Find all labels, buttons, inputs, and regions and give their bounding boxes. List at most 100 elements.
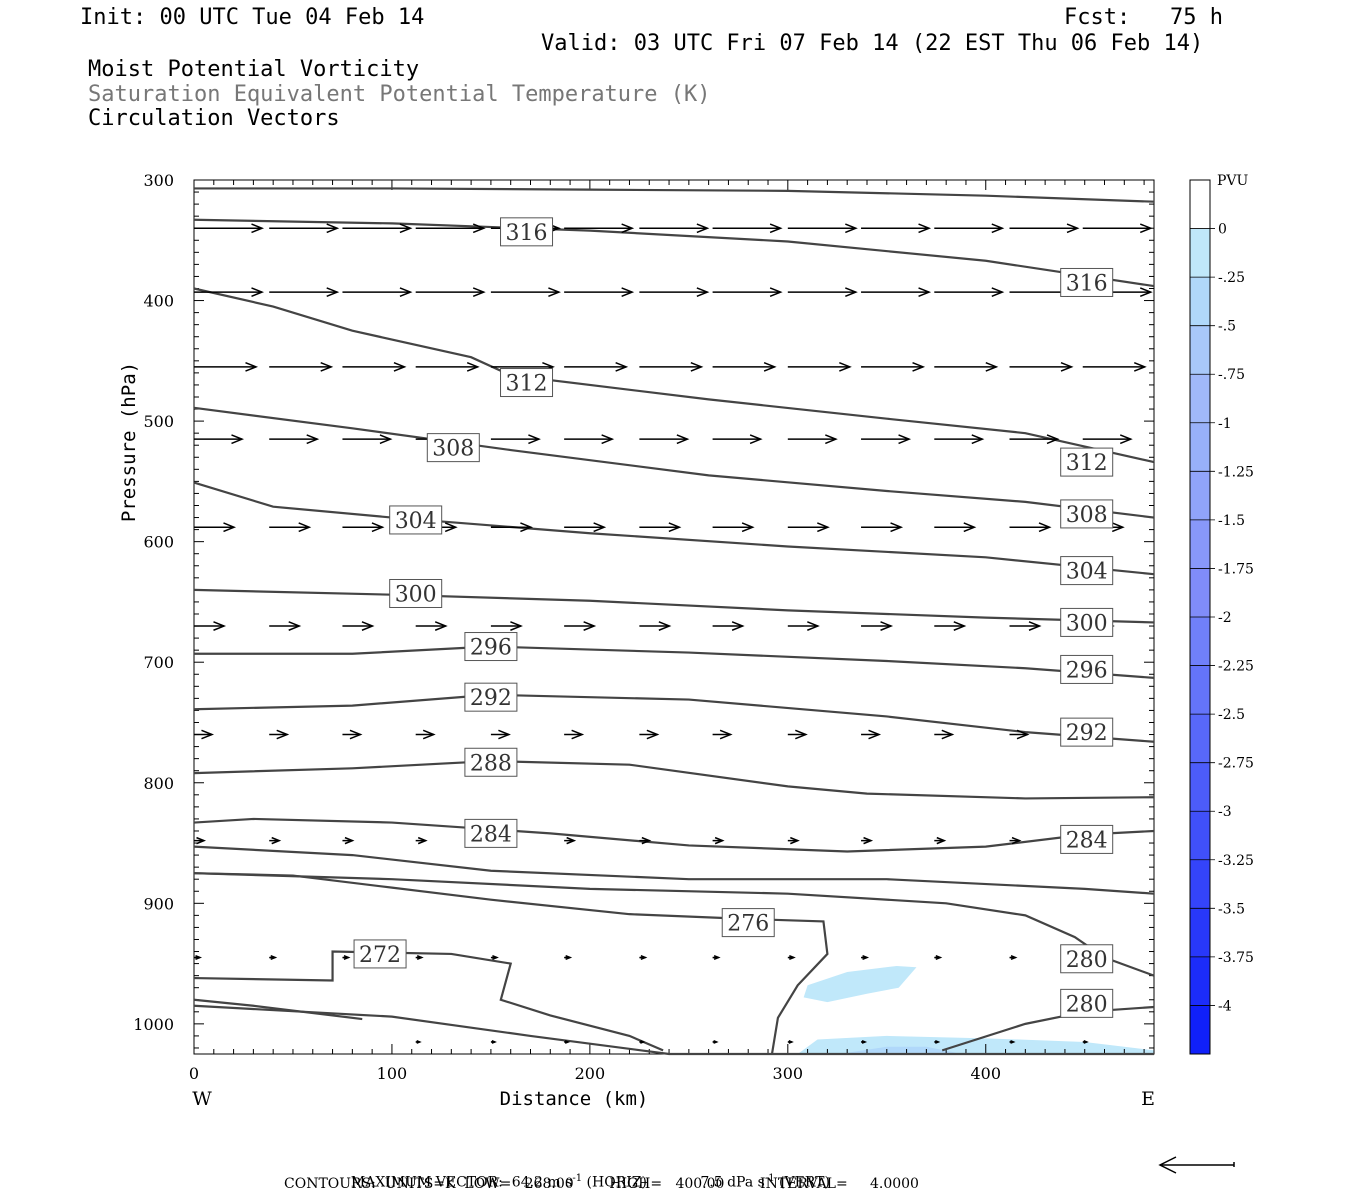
contour-label-box (1060, 988, 1114, 1018)
vector-arrowhead (326, 223, 340, 234)
vector-arrowhead (763, 361, 777, 372)
theta-contour (193, 406, 1155, 519)
vector-arrowhead (434, 621, 448, 631)
vector-arrowhead (371, 522, 385, 533)
theta-contour (193, 817, 1155, 853)
theta-contour (193, 693, 1155, 743)
vector-arrowhead (270, 955, 278, 961)
vector-arrowhead (472, 287, 486, 298)
vector-arrowhead (621, 287, 635, 298)
x-right-label: E (1141, 1088, 1155, 1110)
vector-arrowhead (593, 522, 607, 533)
vector-arrowhead (898, 434, 912, 445)
vector-arrowhead (769, 223, 783, 234)
vector-arrowhead (845, 223, 858, 234)
colorbar-label: -2.25 (1218, 659, 1254, 675)
vector-arrowhead (719, 729, 733, 740)
vector-arrowhead (1060, 361, 1074, 372)
reference-vector-icon (1158, 1156, 1235, 1174)
vector-arrowhead (839, 361, 852, 372)
vector-arrowhead (912, 361, 926, 372)
contour-label-box (464, 682, 518, 712)
y-tick-label: 300 (143, 171, 174, 190)
vector-arrowhead (466, 361, 480, 372)
vector-arrowhead (251, 223, 265, 234)
vector-arrowhead (676, 434, 690, 445)
contour-label: 300 (395, 582, 437, 607)
vector-arrowhead (349, 729, 363, 740)
colorbar-label: -3.25 (1218, 853, 1254, 869)
y-tick-label: 1000 (133, 1015, 174, 1034)
vector-arrowhead (714, 836, 725, 845)
colorbar-label: -4 (1218, 998, 1232, 1014)
colorbar-swatch (1190, 811, 1210, 860)
colorbar-swatch (1190, 228, 1210, 278)
contour-label-box (1060, 447, 1114, 477)
theta-contour (193, 998, 363, 1021)
colorbar-label: -1.5 (1218, 513, 1245, 529)
vector-arrowhead (807, 621, 820, 631)
colorbar-swatch (1190, 665, 1210, 715)
vector-arrowhead (343, 955, 351, 961)
vector-arrowhead (565, 955, 573, 961)
vector-arrowhead (276, 729, 290, 740)
contour-label-box (1060, 717, 1114, 747)
y-tick-label: 500 (143, 412, 174, 431)
vector-arrowhead (825, 434, 838, 445)
contour-label: 276 (727, 912, 769, 937)
pv-shaded-region (847, 1046, 957, 1053)
vector-arrowhead (379, 434, 393, 445)
colorbar-swatch (1190, 714, 1210, 763)
colorbar-label: -1.75 (1218, 561, 1254, 577)
colorbar-swatch (1190, 471, 1210, 520)
vector-arrowhead (320, 361, 334, 372)
contour-label-box (1060, 499, 1114, 529)
vector-arrowhead (1066, 223, 1080, 234)
vector-arrowhead (646, 729, 660, 740)
theta-contour (194, 187, 1155, 203)
vector-arrowhead (361, 621, 375, 631)
vector-arrowhead (251, 287, 265, 298)
vector-arrowhead (861, 1040, 868, 1044)
max-vector-text: MAXIMUM VECTOR: 64.2 m s-1 (HORIZ) 7.5 d… (342, 1157, 830, 1191)
init-time: Init: 00 UTC Tue 04 Feb 14 (80, 5, 425, 30)
vector-arrowhead (640, 1040, 646, 1044)
x-left-label: W (192, 1088, 212, 1110)
vector-arrowhead (668, 522, 682, 533)
vector-arrowhead (1038, 522, 1052, 533)
vector-arrowhead (306, 434, 320, 445)
vector-arrowhead (1016, 729, 1030, 740)
theta-contour (193, 1004, 1154, 1056)
contour-label-box (1060, 267, 1114, 297)
vector-arrowhead (326, 287, 340, 298)
contour-info: CONTOURS: UNITS=K LOW= 268.00 HIGH= 400.… (284, 1176, 919, 1192)
vector-arrowhead (399, 287, 413, 298)
contour-label: 316 (506, 221, 548, 246)
colorbar-label: -3.5 (1218, 901, 1245, 917)
x-tick-label: 0 (189, 1064, 199, 1083)
vector-arrowhead (615, 361, 629, 372)
vector-arrowhead (510, 621, 523, 631)
contour-label: 304 (1066, 560, 1108, 585)
contour-label: 312 (1066, 451, 1108, 476)
vector-arrowhead (991, 223, 1005, 234)
y-axis-title: Pressure (hPa) (118, 362, 140, 522)
vector-arrowhead (789, 955, 796, 961)
vector-arrowhead (696, 287, 710, 298)
theta-contour (193, 481, 1155, 576)
exponent: -1 (764, 1173, 775, 1184)
vector-arrowhead (953, 621, 967, 631)
colorbar-swatch (1190, 422, 1210, 472)
vector-arrowhead (991, 287, 1005, 298)
contour-label-box (1060, 607, 1114, 637)
contour-label-box (1060, 654, 1114, 684)
vector-arrowhead (621, 223, 635, 234)
vector-arrowhead (583, 621, 597, 631)
theta-contour (193, 218, 1155, 288)
colorbar-swatch (1190, 859, 1210, 909)
colorbar-label: -1.25 (1218, 464, 1254, 480)
x-tick-label: 100 (377, 1064, 408, 1083)
vector-arrowhead (713, 955, 721, 961)
contour-label-box (426, 433, 480, 463)
vector-arrowhead (918, 287, 932, 298)
